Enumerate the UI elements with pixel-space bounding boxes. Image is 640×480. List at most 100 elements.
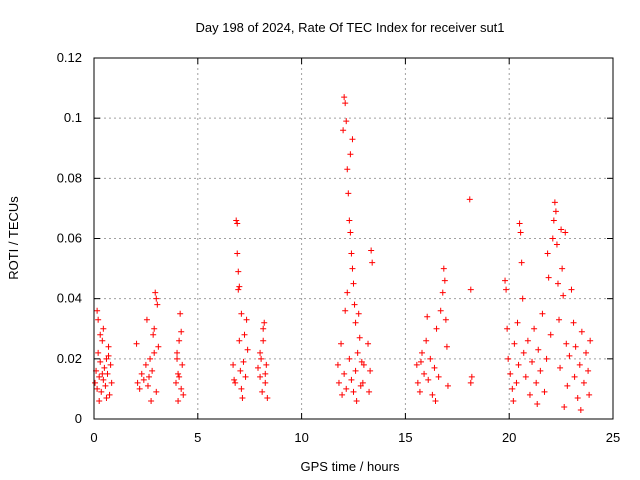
data-point [417,358,424,365]
x-tick-label: 25 [606,430,620,445]
data-point [517,229,524,236]
data-point [583,349,590,356]
data-point [355,310,362,317]
data-point [146,373,153,380]
data-point [344,289,351,296]
data-point [433,325,440,332]
y-tick-label: 0.02 [57,351,82,366]
data-point [101,364,108,371]
data-point [342,100,349,107]
data-point [179,361,186,368]
data-point [504,325,511,332]
data-point [347,229,354,236]
data-point [466,196,473,203]
data-point [105,352,112,359]
data-point [359,379,366,386]
data-point [133,340,140,347]
data-point [356,334,363,341]
data-point [143,316,150,323]
data-point [564,382,571,389]
data-point [427,355,434,362]
data-point [545,274,552,281]
data-point [174,349,181,356]
data-point [416,388,423,395]
data-point [529,358,536,365]
data-point [578,328,585,335]
data-point [502,277,509,284]
x-axis-label: GPS time / hours [301,459,400,474]
y-tick-label: 0 [75,411,82,426]
data-point [100,376,107,383]
data-point [257,349,264,356]
data-point [233,217,240,224]
data-point [136,385,143,392]
data-point [543,355,550,362]
data-point [503,286,510,293]
data-point [443,343,450,350]
data-point [551,199,558,206]
data-point [241,331,248,338]
data-point [585,367,592,374]
data-point [138,370,145,377]
data-point [580,379,587,386]
data-point [103,355,110,362]
data-point [539,310,546,317]
data-point [414,379,421,386]
data-point [150,331,157,338]
data-point [102,382,109,389]
data-point [98,388,105,395]
data-point [429,391,436,398]
data-point [260,337,267,344]
data-point [180,391,187,398]
axis-ticks: 0 5 10 15 20 25 0 0.02 0.04 0.06 0.08 0.1 0.12 [57,50,621,445]
data-point [348,250,355,257]
data-point [510,397,517,404]
data-point [562,229,569,236]
data-point [238,310,245,317]
data-point [572,343,579,350]
data-point [339,391,346,398]
data-point [570,319,577,326]
data-point [547,331,554,338]
data-point [99,370,106,377]
data-point [153,295,160,302]
data-point [586,391,593,398]
data-point [232,379,239,386]
data-point [552,208,559,215]
data-point [237,367,244,374]
data-point [95,316,102,323]
data-point [261,319,268,326]
data-point [154,301,161,308]
data-point [360,361,367,368]
data-point [354,349,361,356]
grid-lines [94,58,613,419]
data-point [104,370,111,377]
x-tick-label: 0 [90,430,97,445]
data-point [262,370,269,377]
data-point [231,376,238,383]
data-point [568,286,575,293]
data-point [235,286,242,293]
data-point [566,352,573,359]
data-point [155,343,162,350]
y-tick-label: 0.08 [57,170,82,185]
data-point [577,406,584,413]
data-point [413,361,420,368]
data-point [97,331,104,338]
data-point [513,379,520,386]
x-tick-label: 20 [502,430,516,445]
data-point [350,388,357,395]
data-point [352,319,359,326]
data-point [535,346,542,353]
data-point [346,217,353,224]
data-point [144,382,151,389]
data-point [531,325,538,332]
data-point [148,397,155,404]
data-point [511,340,518,347]
data-point [230,361,237,368]
data-point [587,337,594,344]
data-point [352,367,359,374]
y-tick-label: 0.04 [57,291,82,306]
y-tick-label: 0.1 [64,110,82,125]
data-point [108,379,115,386]
